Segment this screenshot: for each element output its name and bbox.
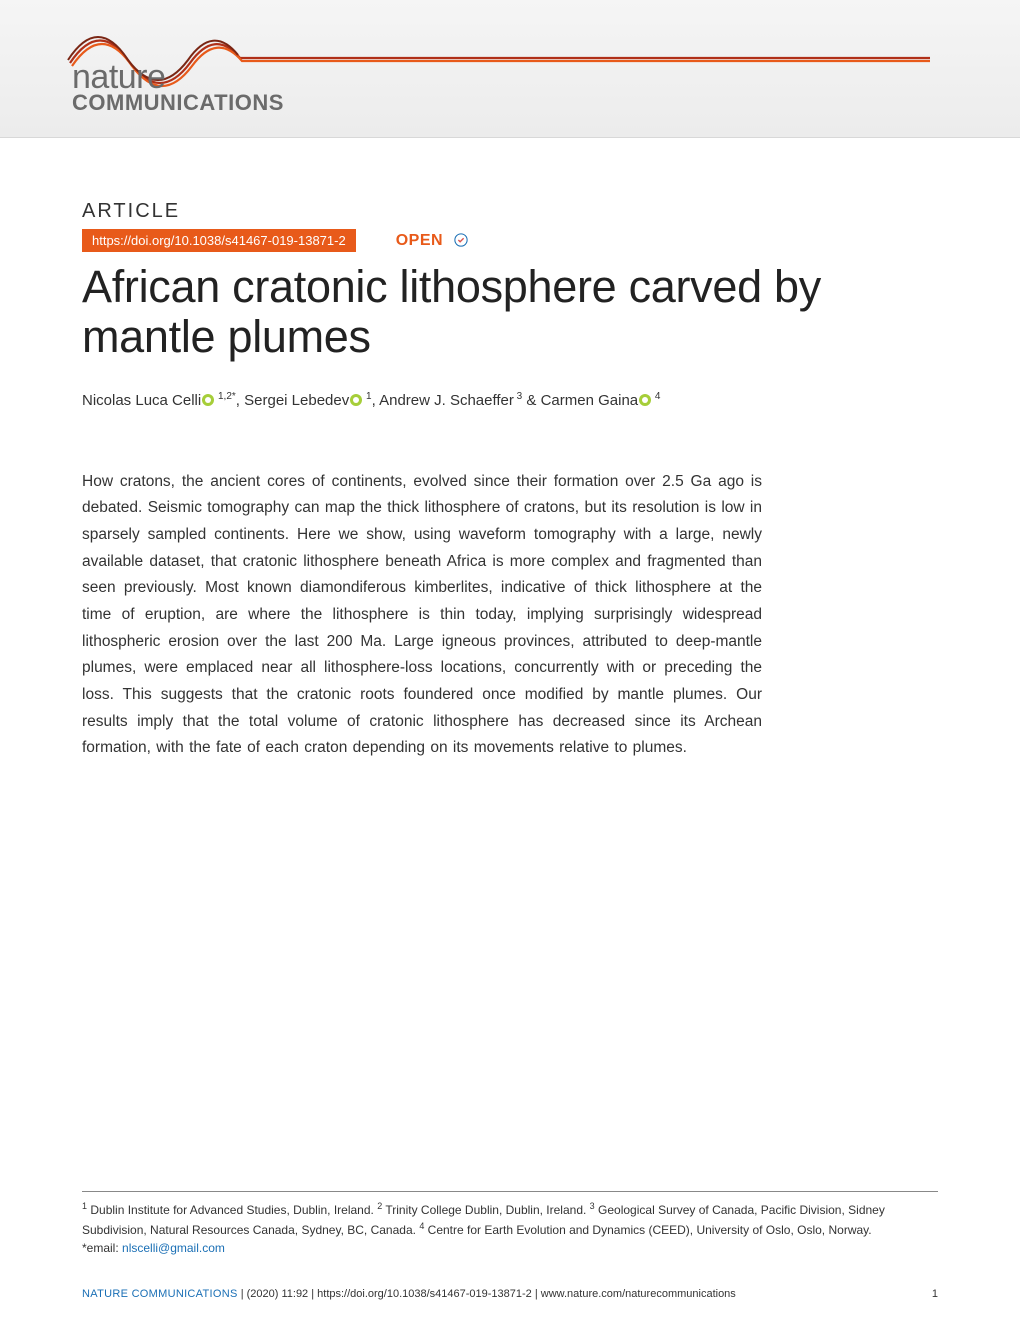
orcid-icon[interactable]: [350, 394, 362, 406]
article-content: ARTICLE https://doi.org/10.1038/s41467-0…: [0, 138, 1020, 762]
open-access-label: OPEN: [396, 232, 443, 249]
author-affil-ref: 1,2*: [215, 391, 236, 402]
author: Nicolas Luca Celli: [82, 392, 201, 409]
author-affil-ref: 3: [514, 391, 522, 402]
orcid-icon[interactable]: [202, 394, 214, 406]
affil-text: Trinity College Dublin, Dublin, Ireland.: [385, 1203, 586, 1217]
doi-badge[interactable]: https://doi.org/10.1038/s41467-019-13871…: [82, 229, 356, 252]
orcid-icon[interactable]: [639, 394, 651, 406]
affil-number: 3: [590, 1201, 595, 1211]
affiliations: 1 Dublin Institute for Advanced Studies,…: [82, 1200, 938, 1258]
affil-number: 2: [377, 1201, 382, 1211]
footer-citation: (2020) 11:92 | https://doi.org/10.1038/s…: [247, 1288, 736, 1300]
abstract: How cratons, the ancient cores of contin…: [82, 469, 762, 762]
affil-number: 1: [82, 1201, 87, 1211]
doi-row: https://doi.org/10.1038/s41467-019-13871…: [82, 229, 938, 252]
running-footer: NATURE COMMUNICATIONS | (2020) 11:92 | h…: [82, 1288, 938, 1300]
article-kicker: ARTICLE: [82, 200, 938, 223]
corresponding-prefix: *email:: [82, 1241, 122, 1255]
journal-banner: nature COMMUNICATIONS: [0, 0, 1020, 138]
journal-logo: nature COMMUNICATIONS: [72, 62, 284, 112]
page-footer-block: 1 Dublin Institute for Advanced Studies,…: [82, 1191, 938, 1300]
author-affil-ref: 4: [652, 391, 660, 402]
affil-text: Centre for Earth Evolution and Dynamics …: [428, 1223, 872, 1237]
open-access-badge: OPEN: [396, 232, 468, 250]
footer-page-number: 1: [932, 1288, 938, 1300]
author-affil-ref: 1: [363, 391, 371, 402]
footer-left: NATURE COMMUNICATIONS | (2020) 11:92 | h…: [82, 1288, 736, 1300]
check-updates-icon[interactable]: [454, 233, 468, 247]
article-title: African cratonic lithosphere carved by m…: [82, 262, 938, 363]
author: Sergei Lebedev: [244, 392, 349, 409]
affiliation-rule: [82, 1191, 938, 1192]
author-list: Nicolas Luca Celli 1,2*, Sergei Lebedev …: [82, 391, 938, 409]
footer-journal-label: NATURE COMMUNICATIONS: [82, 1288, 238, 1300]
affil-number: 4: [419, 1221, 424, 1231]
journal-logo-line2: COMMUNICATIONS: [72, 93, 284, 113]
author: Carmen Gaina: [541, 392, 639, 409]
journal-logo-line1: nature: [72, 62, 284, 93]
author: Andrew J. Schaeffer: [379, 392, 514, 409]
corresponding-email[interactable]: nlscelli@gmail.com: [122, 1241, 225, 1255]
affil-text: Dublin Institute for Advanced Studies, D…: [90, 1203, 374, 1217]
